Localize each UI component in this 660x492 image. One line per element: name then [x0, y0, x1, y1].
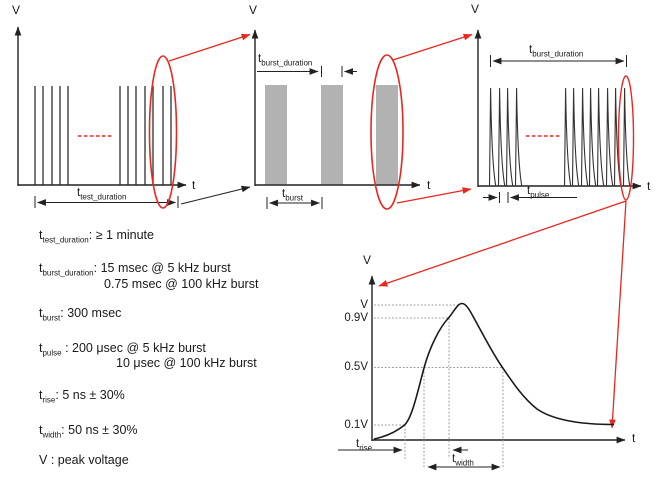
diagram3-zoom-ellipse	[617, 75, 635, 201]
diagram2-burst-duration-dimension	[257, 66, 357, 77]
param-burst-duration-line2: 0.75 msec @ 100 kHz burst	[104, 277, 259, 291]
diagram2-burst-period-label: tburst	[282, 188, 303, 203]
detail-t-axis-label: t	[632, 431, 636, 445]
diagram2-to-diagram3-arrow	[392, 33, 473, 61]
param-rise: trise: 5 ns ± 30%	[39, 388, 125, 405]
diagram2-burst-duration-label: tburst_duration	[258, 53, 313, 68]
diagram1-zoom-ellipse	[148, 55, 178, 209]
param-test-duration: ttest_duration: ≥ 1 minute	[39, 228, 154, 245]
diagram3-t-axis-label: t	[647, 179, 651, 193]
diagram1-to-diagram2-baseline-arrow	[180, 185, 251, 205]
detail-rise-label: trise	[356, 438, 373, 453]
param-burst: tburst: 300 msec	[39, 306, 122, 323]
diagram2-to-diagram3-baseline-arrow	[396, 187, 472, 204]
diagram3-spikes	[488, 87, 631, 187]
detail-v-axis-label: V	[363, 253, 372, 267]
detail-axes	[368, 275, 626, 444]
detail-rise-width-dimensions	[338, 446, 501, 471]
diagram3-pulse-period-dimension	[483, 192, 577, 203]
diagram1-v-axis-label: V	[12, 3, 21, 17]
diagram1-t-axis-label: t	[192, 178, 196, 192]
param-pulse-line2: 10 μsec @ 100 kHz burst	[116, 356, 257, 370]
diagram2-burst3	[376, 85, 398, 185]
detail-level-peak: V	[360, 299, 368, 311]
detail-level-50: 0.5V	[344, 361, 368, 373]
param-peak-voltage: V : peak voltage	[39, 453, 129, 467]
diagram3-axes	[474, 29, 642, 190]
param-burst-duration: tburst_duration: 15 msec @ 5 kHz burst	[39, 261, 231, 278]
diagram1-test-duration-label: ttest_duration	[77, 187, 127, 202]
detail-level-10: 0.1V	[344, 419, 368, 431]
diagram3-to-detail-vaxis-arrow	[378, 200, 627, 287]
diagram1-pulses	[34, 86, 172, 185]
diagram1-test-duration-dimension	[34, 196, 179, 208]
diagram2-v-axis-label: V	[249, 3, 258, 17]
diagram2-burst1	[265, 85, 287, 185]
diagram3-to-detail-taxis-arrow	[609, 200, 627, 429]
diagram1-to-diagram2-arrow	[168, 33, 251, 62]
param-pulse: tpulse : 200 μsec @ 5 kHz burst	[39, 341, 206, 358]
diagram3-v-axis-label: V	[471, 2, 480, 16]
detail-level-dotted-lines	[374, 304, 504, 469]
diagram2-t-axis-label: t	[427, 178, 431, 192]
diagram1-axes	[14, 26, 187, 189]
detail-level-90: 0.9V	[344, 312, 368, 324]
diagram3-burst-duration-label: tburst_duration	[529, 44, 584, 59]
param-width: twidth: 50 ns ± 30%	[39, 423, 138, 440]
diagram2-burst2	[321, 85, 343, 185]
detail-width-label: twidth	[452, 453, 474, 468]
detail-pulse-curve	[373, 302, 615, 440]
diagram2-axes	[251, 29, 421, 189]
diagram3-pulse-period-label: tpulse	[527, 185, 550, 200]
diagram2-zoom-ellipse	[370, 54, 404, 210]
diagram3-burst-duration-dimension	[490, 55, 627, 67]
diagram2-burst-period-dimension	[266, 197, 323, 209]
